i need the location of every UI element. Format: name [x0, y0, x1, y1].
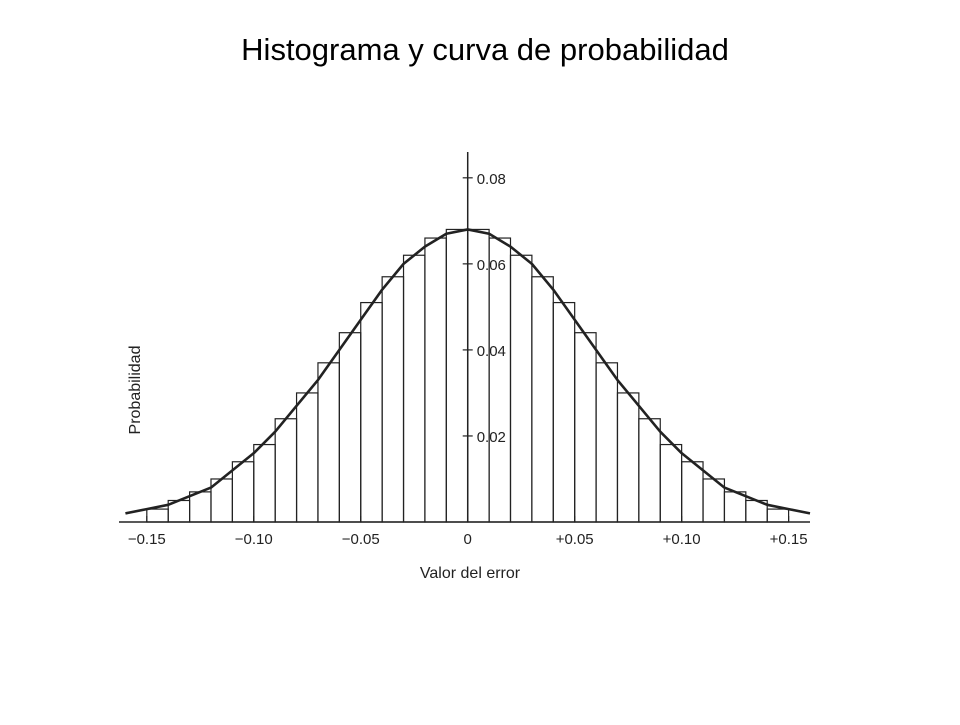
bar	[766, 508, 790, 523]
x-tick-label: +0.15	[770, 531, 808, 548]
bar	[509, 254, 533, 523]
y-tick-label: 0.08	[477, 171, 506, 188]
x-tick-label: 0	[464, 531, 472, 548]
x-tick-label: +0.05	[556, 531, 594, 548]
bar	[338, 332, 362, 523]
bar	[681, 461, 704, 523]
bar	[445, 228, 469, 523]
x-tick-label: +0.10	[663, 531, 701, 548]
bar	[381, 276, 405, 523]
bar	[659, 443, 683, 523]
chart-title: Histograma y curva de probabilidad	[241, 32, 729, 67]
bar	[552, 301, 576, 523]
bar	[616, 392, 640, 523]
bar	[231, 461, 255, 523]
x-tick-label: −0.10	[235, 531, 273, 548]
bar	[595, 362, 619, 523]
bar	[274, 418, 298, 523]
y-tick-label: 0.04	[477, 343, 506, 360]
bar	[723, 491, 747, 523]
bar	[317, 362, 340, 523]
y-axis-label: Probabilidad	[127, 346, 144, 435]
y-tick-label: 0.02	[477, 429, 506, 446]
bar	[638, 418, 661, 523]
bar	[574, 332, 597, 523]
bar	[253, 443, 276, 523]
bar	[146, 508, 169, 523]
x-axis-label: Valor del error	[420, 565, 521, 582]
bar	[424, 237, 447, 523]
x-tick-label: −0.05	[342, 531, 380, 548]
bar	[531, 276, 554, 523]
bar	[488, 237, 512, 523]
bar	[402, 254, 426, 523]
bar	[295, 392, 319, 523]
bar	[360, 301, 383, 523]
bar	[188, 491, 212, 523]
y-tick-label: 0.06	[477, 257, 506, 274]
x-tick-label: −0.15	[128, 531, 166, 548]
